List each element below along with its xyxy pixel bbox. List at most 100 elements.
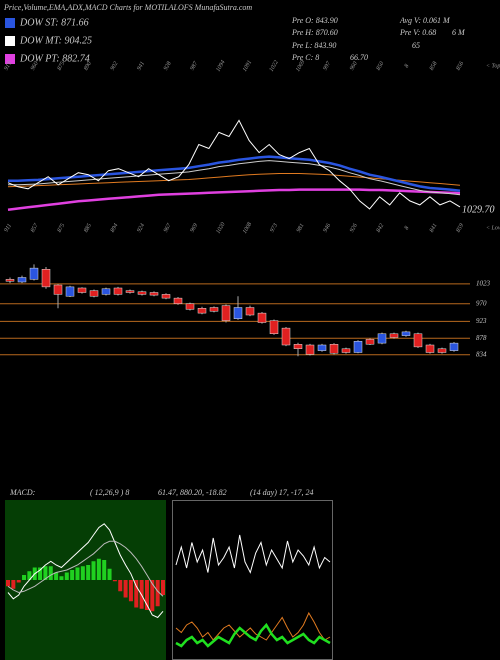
top-label: 858 xyxy=(429,61,439,72)
page-title: Price,Volume,EMA,ADX,MACD Charts for MOT… xyxy=(3,3,252,12)
histogram-bar xyxy=(161,580,165,595)
adx-line xyxy=(175,622,331,648)
candle-body xyxy=(17,277,27,283)
histogram-bar xyxy=(59,576,64,580)
legend-swatch xyxy=(5,54,15,64)
top-label: 987 xyxy=(190,60,200,72)
histogram-bar xyxy=(96,558,101,580)
adx-line xyxy=(175,611,331,641)
top-label: 890 xyxy=(83,61,93,72)
bottom-label: 969 xyxy=(190,223,200,234)
price-line xyxy=(7,119,461,210)
top-label: 941 xyxy=(136,60,147,71)
info-text: 65 xyxy=(412,41,420,50)
bottom-label: 926 xyxy=(349,223,359,234)
legend-label: DOW MT: 904.25 xyxy=(19,35,92,46)
candle-body xyxy=(341,348,351,353)
candle-body xyxy=(401,331,411,336)
candle-body xyxy=(449,342,459,351)
note: < Lows xyxy=(486,225,500,231)
top-label: 960 xyxy=(30,61,40,72)
bottom-label: 981 xyxy=(296,223,306,234)
bottom-label: 911 xyxy=(4,223,13,233)
bottom-label: 946 xyxy=(322,222,333,233)
macd-panel xyxy=(5,500,166,660)
candle-body xyxy=(149,292,159,296)
info-text: 6 M xyxy=(452,28,466,37)
candle-body xyxy=(329,344,339,354)
y-tick-label: 1023 xyxy=(476,279,491,287)
info-text: Pre H: 870.60 xyxy=(291,28,338,37)
candle-body xyxy=(65,286,75,297)
y-tick-label: 923 xyxy=(476,317,487,325)
info-text: Pre O: 843.90 xyxy=(291,16,338,25)
histogram-bar xyxy=(80,566,85,580)
histogram-bar xyxy=(144,580,149,610)
legend-swatch xyxy=(5,18,15,28)
candle-body xyxy=(413,333,423,348)
top-label: 856 xyxy=(455,61,465,72)
histogram-bar xyxy=(107,568,112,580)
candle-body xyxy=(281,327,291,346)
top-label: 960 xyxy=(349,61,359,72)
y-tick-label: 970 xyxy=(476,299,487,307)
histogram-bar xyxy=(86,565,91,580)
legend-label: DOW ST: 871.66 xyxy=(19,17,89,28)
bottom-label: 875 xyxy=(57,223,67,234)
histogram-bar xyxy=(38,567,43,580)
histogram-bar xyxy=(22,575,27,580)
candle-body xyxy=(89,290,99,297)
bottom-label: 1008 xyxy=(242,221,253,234)
histogram-bar xyxy=(43,566,48,580)
histogram-bar xyxy=(6,580,10,587)
adx-line xyxy=(175,534,331,574)
top-label: 997 xyxy=(323,60,333,72)
top-label: 850 xyxy=(376,61,386,72)
histogram-bar xyxy=(118,580,123,592)
bottom-label: 885 xyxy=(83,223,93,234)
info-text: Pre V: 0.68 xyxy=(399,28,436,37)
candle-body xyxy=(209,307,219,312)
y-tick-label: 834 xyxy=(476,350,487,358)
top-label: 875 xyxy=(57,61,67,72)
candle-body xyxy=(365,339,375,345)
histogram-bar xyxy=(102,560,107,580)
bottom-label: 894 xyxy=(109,222,120,233)
histogram-bar xyxy=(91,561,96,580)
histogram-bar xyxy=(27,571,32,580)
bottom-label: 967 xyxy=(163,222,173,234)
candle-body xyxy=(389,333,399,338)
bottom-label: 841 xyxy=(428,222,439,233)
histogram-bar xyxy=(155,580,160,607)
candle-body xyxy=(53,284,63,295)
candle-body xyxy=(185,303,195,310)
top-label: 919 xyxy=(3,61,13,72)
adx-title: (14 day) 17, -17, 24 xyxy=(250,488,314,497)
histogram-bar xyxy=(48,566,53,580)
price-line xyxy=(8,160,461,196)
candle-body xyxy=(317,344,327,351)
annotation: 1029.70 xyxy=(462,204,495,215)
top-label: 1094 xyxy=(215,59,227,73)
legend-label: DOW PT: 882.74 xyxy=(19,53,90,64)
candle-body xyxy=(173,297,183,304)
histogram-bar xyxy=(134,580,139,608)
histogram-bar xyxy=(64,572,69,580)
candle-body xyxy=(269,320,279,334)
legend-swatch xyxy=(5,36,15,46)
candle-body xyxy=(41,269,51,288)
candle-body xyxy=(197,308,207,314)
bottom-label: 1020 xyxy=(215,221,226,234)
candle-body xyxy=(377,333,387,344)
histogram-bar xyxy=(150,580,155,612)
candle-body xyxy=(101,288,111,295)
macd-readout: 61.47, 880.20, -18.82 xyxy=(158,488,227,497)
candle-body xyxy=(233,307,243,319)
top-label: 902 xyxy=(110,61,120,72)
info-text: Pre C: 8 xyxy=(291,53,319,62)
candle-body xyxy=(29,267,39,280)
note: < Tops xyxy=(486,63,500,69)
candle-body xyxy=(293,344,303,349)
y-tick-label: 878 xyxy=(476,334,487,342)
